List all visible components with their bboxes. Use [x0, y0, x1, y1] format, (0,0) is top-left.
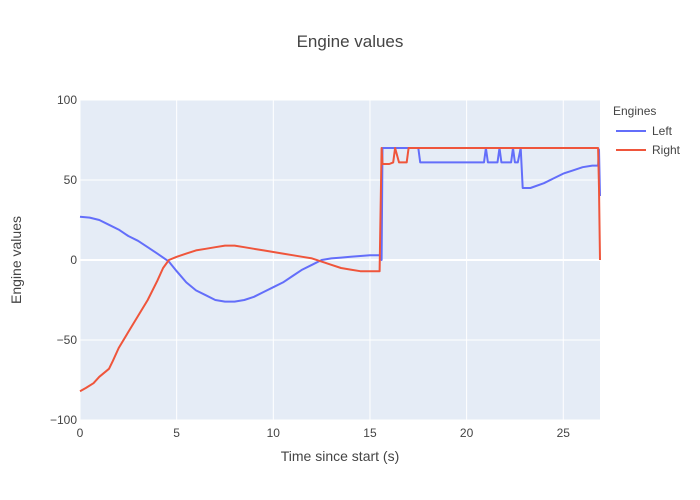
series-line-right[interactable]: [79, 147, 601, 393]
series-lines: [79, 147, 601, 393]
legend-item-left[interactable]: Left: [616, 124, 673, 138]
x-tick-label: 25: [557, 426, 571, 440]
gridlines: [79, 99, 600, 421]
y-axis-ticks: −100 −50 0 50 100: [50, 93, 77, 427]
legend-title: Engines: [613, 104, 656, 118]
y-tick-label: −50: [57, 333, 78, 347]
x-tick-label: 10: [267, 426, 281, 440]
x-tick-label: 15: [363, 426, 377, 440]
y-tick-label: 0: [70, 253, 77, 267]
legend: Engines Left Right: [613, 104, 681, 157]
legend-label-right: Right: [652, 143, 681, 157]
legend-item-right[interactable]: Right: [616, 143, 681, 157]
chart-title: Engine values: [297, 32, 404, 51]
y-axis-title: Engine values: [8, 216, 24, 304]
x-axis-title: Time since start (s): [281, 448, 400, 464]
x-tick-label: 0: [77, 426, 84, 440]
y-tick-label: 100: [57, 93, 77, 107]
legend-label-left: Left: [652, 124, 673, 138]
series-line-left[interactable]: [79, 147, 601, 303]
x-axis-ticks: 0 5 10 15 20 25: [77, 426, 571, 440]
y-tick-label: −100: [50, 413, 77, 427]
x-tick-label: 20: [460, 426, 474, 440]
x-tick-label: 5: [173, 426, 180, 440]
y-tick-label: 50: [64, 173, 78, 187]
